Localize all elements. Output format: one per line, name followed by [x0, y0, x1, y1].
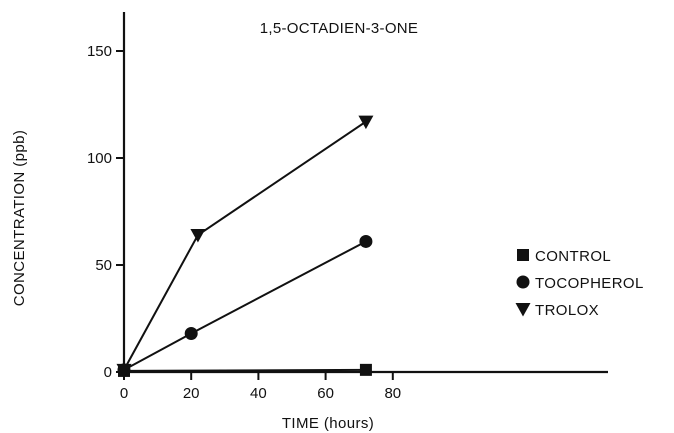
series-group: [116, 115, 374, 378]
x-tick-label: 60: [317, 385, 334, 402]
data-point-trolox: [190, 229, 206, 243]
data-point-tocopherol: [184, 326, 198, 340]
data-point-trolox: [116, 363, 132, 378]
x-axis-ticks: 0 20 40 60 80: [120, 372, 401, 402]
legend-label-trolox: TROLOX: [535, 302, 599, 319]
data-point-tocopherol: [359, 234, 373, 248]
data-point-control: [359, 363, 372, 376]
series-line-trolox: [123, 120, 367, 371]
chart-title: 1,5-OCTADIEN-3-ONE: [260, 20, 418, 37]
y-tick-label: 150: [87, 43, 112, 60]
legend: CONTROL TOCOPHEROL TROLOX: [515, 248, 644, 319]
x-tick-label: 0: [120, 385, 128, 402]
x-tick-label: 40: [250, 385, 267, 402]
y-tick-label: 100: [87, 150, 112, 167]
y-axis-label: CONCENTRATION (ppb): [11, 130, 28, 307]
legend-marker-control: [517, 249, 529, 261]
data-point-trolox: [358, 115, 374, 130]
legend-label-control: CONTROL: [535, 248, 611, 265]
x-tick-label: 80: [384, 385, 401, 402]
x-axis-label: TIME (hours): [282, 415, 374, 432]
legend-marker-tocopherol: [516, 275, 530, 289]
y-axis-ticks: 0 50 100 150: [87, 43, 124, 381]
y-tick-label: 50: [95, 257, 112, 274]
x-tick-label: 20: [183, 385, 200, 402]
y-tick-label: 0: [104, 364, 112, 381]
series-line-control: [123, 368, 366, 372]
legend-label-tocopherol: TOCOPHEROL: [535, 275, 644, 292]
legend-marker-trolox: [515, 303, 531, 317]
